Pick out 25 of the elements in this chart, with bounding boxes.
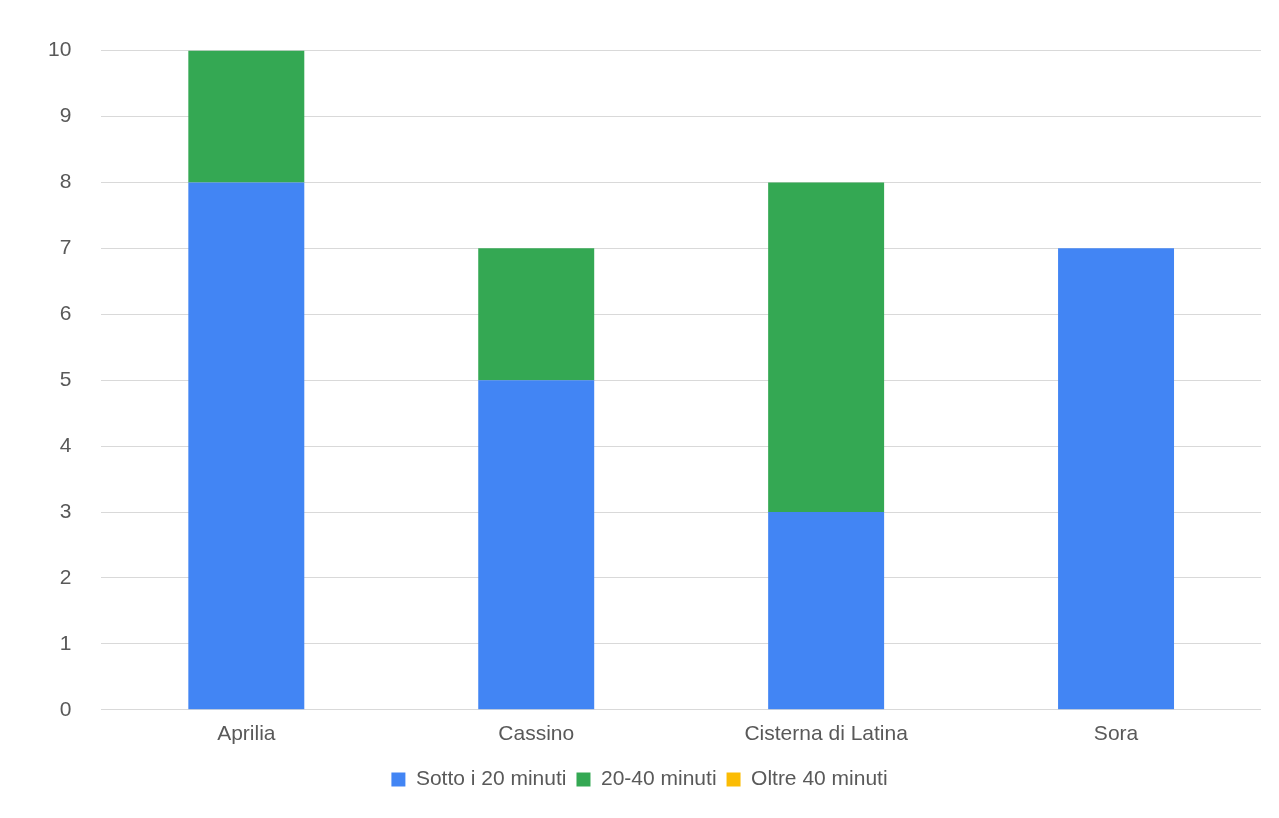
legend-label: 20-40 minuti: [600, 766, 717, 790]
y-tick-label: 5: [59, 367, 72, 390]
bar: [1058, 248, 1175, 710]
bar: [478, 248, 595, 381]
y-tick-label: 7: [59, 235, 72, 259]
x-tick-label: Sora: [1093, 721, 1139, 745]
y-tick-label: 6: [59, 301, 72, 325]
legend-label: Oltre 40 minuti: [751, 766, 888, 790]
y-tick-label: 10: [48, 37, 72, 61]
bar: [768, 182, 885, 513]
y-tick-label: 3: [59, 498, 72, 522]
y-tick-label: 9: [59, 103, 72, 127]
bar: [478, 380, 595, 710]
y-tick-label: 2: [59, 564, 72, 588]
x-tick-label: Cisterna di Latina: [744, 721, 909, 745]
y-tick-label: 8: [59, 169, 72, 193]
x-tick-label: Aprilia: [217, 721, 276, 745]
bar: [768, 512, 885, 710]
bar: [188, 50, 305, 183]
y-tick-label: 4: [59, 432, 72, 456]
legend-label: Sotto i 20 minuti: [415, 766, 567, 790]
y-tick-label: 1: [59, 630, 72, 654]
bar: [188, 182, 305, 710]
x-tick-label: Cassino: [498, 721, 575, 745]
y-tick-label: 0: [59, 696, 72, 720]
